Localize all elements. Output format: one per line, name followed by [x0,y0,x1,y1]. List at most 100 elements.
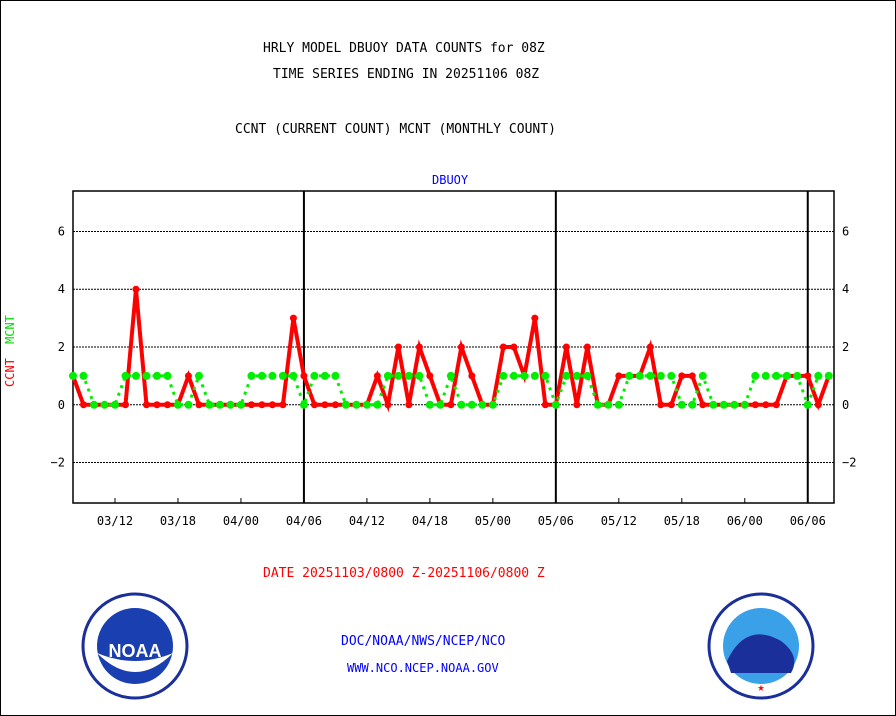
ccnt-point [373,372,381,380]
date-range: DATE 20251103/0800 Z-20251106/0800 Z [263,566,545,581]
x-tick-label: 03/18 [160,514,196,528]
x-tick-label: 03/12 [97,514,133,528]
ccnt-point [247,401,255,409]
y-tick-label: 4 [58,282,65,296]
ccnt-point [195,401,203,409]
mcnt-point [362,400,371,409]
footer-line-2: WWW.NCO.NCEP.NOAA.GOV [347,661,499,675]
mcnt-point [646,371,655,380]
mcnt-point [299,400,308,409]
ccnt-point [153,401,161,409]
mcnt-point [163,371,172,380]
ccnt-point [426,372,434,380]
ccnt-point [405,401,413,409]
y-tick-label: −2 [51,456,65,470]
mcnt-point [142,371,151,380]
ccnt-point [762,401,770,409]
mcnt-point [404,371,413,380]
x-tick-label: 05/18 [664,514,700,528]
y-tick-label: 2 [58,340,65,354]
mcnt-point [89,400,98,409]
mcnt-point [772,371,781,380]
mcnt-point [803,400,812,409]
ccnt-point [457,343,465,351]
ccnt-point [279,401,287,409]
mcnt-point [478,400,487,409]
nws-logo: ★ [707,592,815,700]
mcnt-point [415,371,424,380]
mcnt-point [793,371,802,380]
ccnt-point [772,401,780,409]
y-tick-label: 2 [842,340,849,354]
ccnt-point [573,401,581,409]
ccnt-point [814,401,822,409]
y-tick-label: 4 [842,282,849,296]
mcnt-point [278,371,287,380]
mcnt-point [383,371,392,380]
mcnt-point [656,371,665,380]
mcnt-point [604,400,613,409]
mcnt-point [509,371,518,380]
mcnt-point [194,371,203,380]
ccnt-point [300,372,308,380]
ccnt-point [258,401,266,409]
mcnt-point [814,371,823,380]
ccnt-point [132,285,140,293]
x-tick-label: 05/06 [538,514,574,528]
svg-text:NOAA: NOAA [109,641,162,661]
chart-title-2: TIME SERIES ENDING IN 20251106 08Z [273,67,540,82]
mcnt-point [226,400,235,409]
mcnt-point [625,371,634,380]
mcnt-point [572,371,581,380]
mcnt-point [341,400,350,409]
mcnt-point [467,400,476,409]
ccnt-point [510,343,518,351]
mcnt-point [173,400,182,409]
ccnt-point [699,401,707,409]
ccnt-point [615,372,623,380]
panel-label: DBUOY [432,173,469,187]
x-tick-label: 05/12 [601,514,637,528]
mcnt-point [446,371,455,380]
y-tick-label: −2 [842,456,856,470]
ccnt-point [688,372,696,380]
mcnt-point [562,371,571,380]
mcnt-point [635,371,644,380]
mcnt-point [257,371,266,380]
mcnt-point [69,371,77,380]
mcnt-point [131,371,140,380]
ccnt-point [562,343,570,351]
x-tick-label: 04/12 [349,514,385,528]
mcnt-point [530,371,539,380]
ccnt-point [415,343,423,351]
mcnt-point [583,371,592,380]
ccnt-point [678,372,686,380]
mcnt-point [247,371,256,380]
mcnt-point [499,371,508,380]
mcnt-point [394,371,403,380]
svg-text:★: ★ [757,680,764,694]
y-tick-label: 0 [58,398,65,412]
ccnt-point [268,401,276,409]
ccnt-point [531,314,539,322]
chart-subtitle: CCNT (CURRENT COUNT) MCNT (MONTHLY COUNT… [235,122,556,137]
mcnt-point [688,400,697,409]
ccnt-point [321,401,329,409]
mcnt-point [677,400,686,409]
mcnt-point [110,400,119,409]
mcnt-point [541,371,550,380]
x-tick-label: 06/00 [727,514,763,528]
mcnt-point [614,400,623,409]
ccnt-point [142,401,150,409]
mcnt-point [730,400,739,409]
footer-line-1: DOC/NOAA/NWS/NCEP/NCO [341,634,506,649]
ccnt-point [384,401,392,409]
x-tick-label: 06/06 [790,514,826,528]
mcnt-point [761,371,770,380]
ccnt-point [79,401,87,409]
x-tick-label: 05/00 [475,514,511,528]
x-tick-label: 04/18 [412,514,448,528]
mcnt-point [184,400,193,409]
mcnt-point [268,371,277,380]
